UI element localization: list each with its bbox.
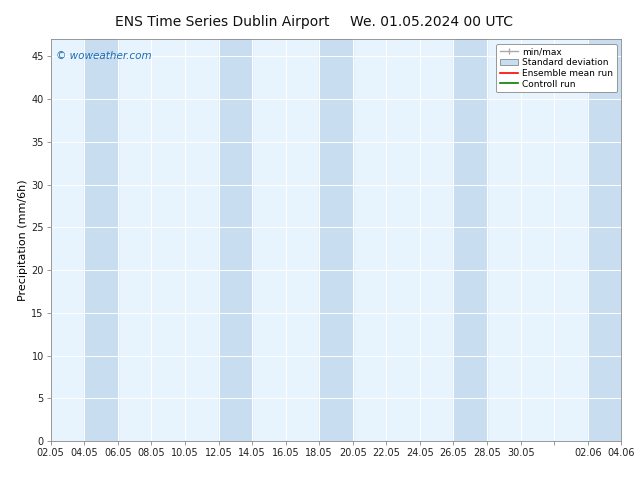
Text: We. 01.05.2024 00 UTC: We. 01.05.2024 00 UTC [349, 15, 513, 29]
Bar [219, 39, 252, 441]
Bar [84, 39, 118, 441]
Legend: min/max, Standard deviation, Ensemble mean run, Controll run: min/max, Standard deviation, Ensemble me… [496, 44, 617, 92]
Y-axis label: Precipitation (mm/6h): Precipitation (mm/6h) [18, 179, 29, 301]
Bar [588, 39, 621, 441]
Bar [453, 39, 487, 441]
Text: ENS Time Series Dublin Airport: ENS Time Series Dublin Airport [115, 15, 329, 29]
Bar [320, 39, 353, 441]
Text: © woweather.com: © woweather.com [56, 51, 152, 61]
